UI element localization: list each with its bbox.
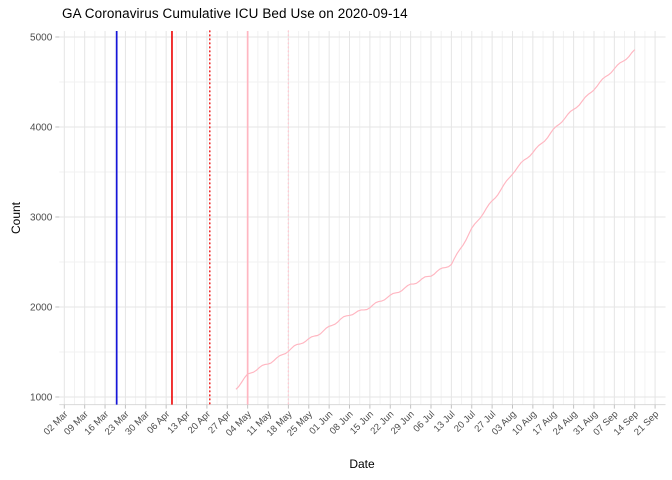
x-tick-label: 06 Jul [411, 409, 437, 435]
chart-title: GA Coronavirus Cumulative ICU Bed Use on… [62, 6, 408, 21]
x-tick-label: 20 Jul [452, 409, 478, 435]
series-line-cumulative-icu-bed-use [235, 49, 636, 390]
y-tick-label: 5000 [30, 33, 53, 44]
y-tick-label: 4000 [30, 123, 53, 134]
y-tick-label: 3000 [30, 213, 53, 224]
x-tick-label: 29 Jun [389, 409, 417, 437]
y-tick-label: 2000 [30, 303, 53, 314]
y-tick-label: 1000 [30, 393, 53, 404]
x-axis-title: Date [349, 457, 375, 471]
y-axis-title: Count [9, 201, 23, 235]
x-tick-label: 13 Jul [432, 409, 458, 435]
